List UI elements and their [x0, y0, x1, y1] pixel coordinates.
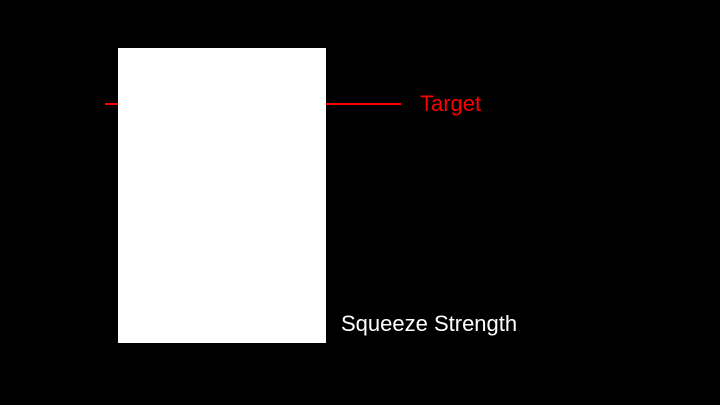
squeeze-strength-bar	[118, 48, 326, 343]
squeeze-strength-label: Squeeze Strength	[341, 311, 518, 336]
target-label: Target	[420, 91, 482, 116]
